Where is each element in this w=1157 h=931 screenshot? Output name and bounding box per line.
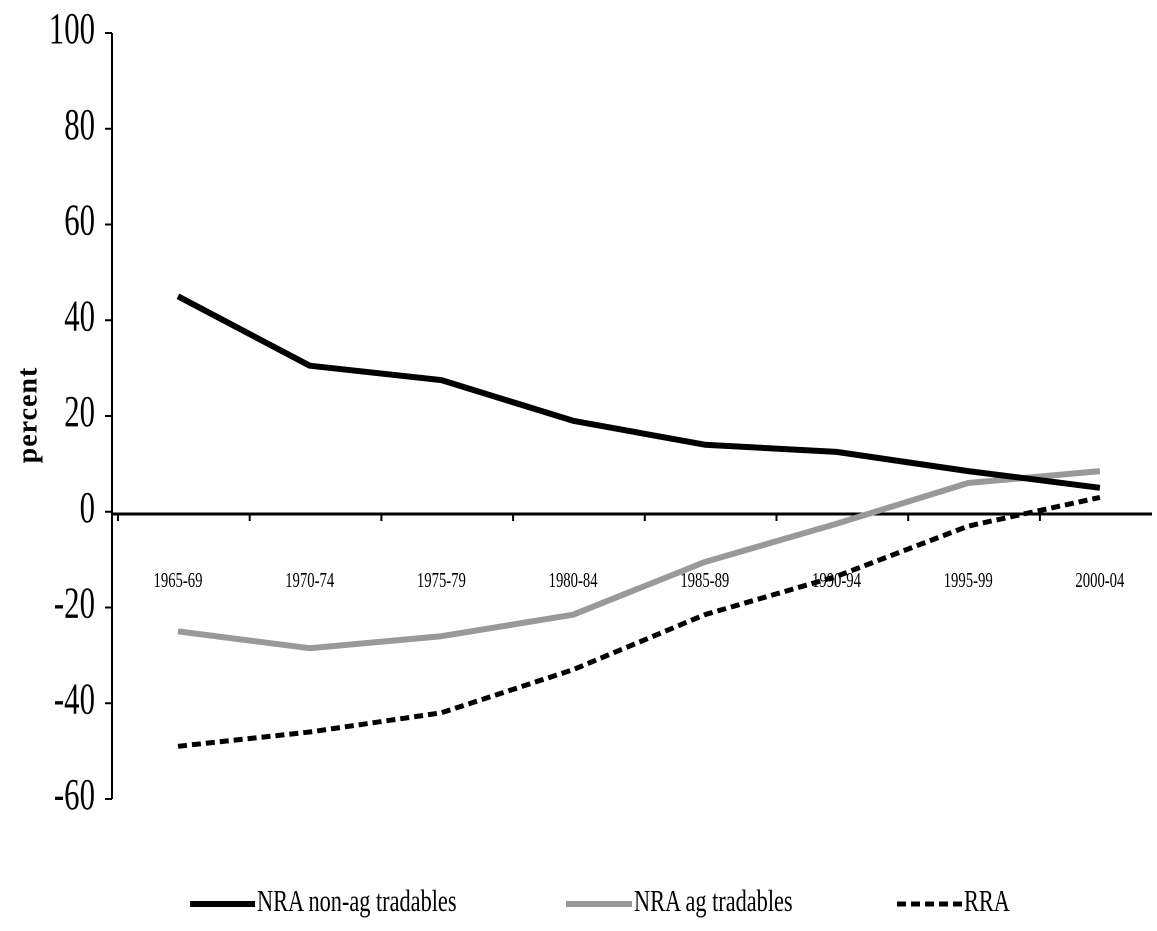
x-tick-label: 1995-99 — [944, 568, 993, 591]
series-layer — [178, 296, 1100, 746]
series-line-1 — [178, 471, 1100, 648]
x-tick-label: 1975-79 — [417, 568, 466, 591]
legend-label: RRA — [964, 884, 1010, 918]
series-line-0 — [178, 296, 1100, 488]
y-tick-label: -60 — [54, 771, 95, 820]
y-tick-label: -40 — [54, 675, 95, 724]
y-tick-label: 100 — [49, 5, 95, 54]
y-tick-labels: 100 80 60 40 20 0 -20 -40 -60 — [49, 5, 95, 820]
y-tick-label: 80 — [64, 101, 95, 150]
y-tick-label: 60 — [64, 196, 95, 245]
legend-label: NRA ag tradables — [634, 884, 793, 918]
y-axis-label: percent — [12, 367, 43, 464]
x-tick-label: 1965-69 — [154, 568, 203, 591]
series-line-2 — [178, 497, 1100, 746]
y-tick-label: 20 — [64, 388, 95, 437]
legend-label: NRA non-ag tradables — [257, 884, 457, 918]
legend: NRA non-ag tradables NRA ag tradables RRA — [190, 884, 1010, 918]
y-tick-label: 40 — [64, 292, 95, 341]
x-tick-label: 2000-04 — [1075, 568, 1124, 591]
axes-layer — [105, 33, 1157, 799]
y-tick-label: 0 — [80, 484, 95, 533]
y-tick-label: -20 — [54, 579, 95, 628]
x-tick-label: 1980-84 — [549, 568, 598, 591]
x-tick-label: 1970-74 — [285, 568, 334, 591]
